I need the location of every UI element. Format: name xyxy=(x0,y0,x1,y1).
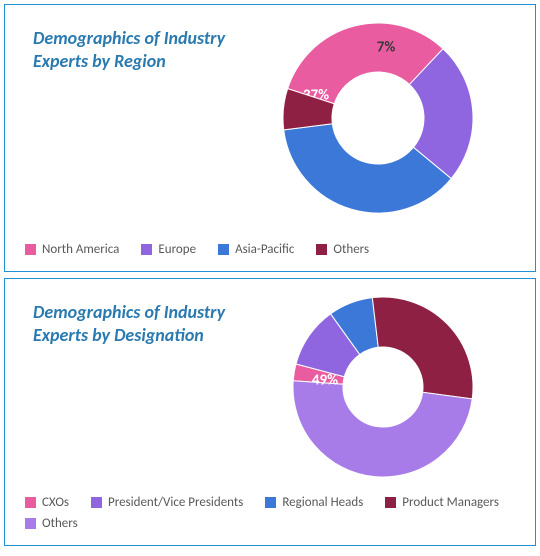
legend-label: CXOs xyxy=(42,495,69,510)
legend-item: CXOs xyxy=(25,495,69,510)
donut-chart-designation: 3%11%8%29%49% xyxy=(283,287,483,487)
slice-label: 49% xyxy=(312,372,338,390)
legend-swatch xyxy=(316,244,327,255)
legend-label: Europe xyxy=(158,242,196,257)
legend-designation: CXOs President/Vice Presidents Regional He… xyxy=(25,495,515,531)
chart-title-designation: Demographics of Industry Experts by Desi… xyxy=(33,301,273,346)
legend-swatch xyxy=(218,244,229,255)
donut-svg-region: 32%24%37%7% xyxy=(273,13,483,223)
legend-label: North America xyxy=(42,242,119,257)
donut-slice xyxy=(293,381,472,477)
legend-label: President/Vice Presidents xyxy=(108,495,243,510)
panel-region: Demographics of Industry Experts by Regi… xyxy=(4,4,536,272)
legend-label: Regional Heads xyxy=(282,495,363,510)
legend-label: Product Managers xyxy=(402,495,499,510)
chart-title-region: Demographics of Industry Experts by Regi… xyxy=(33,27,243,72)
legend-item: President/Vice Presidents xyxy=(91,495,243,510)
slice-label: 7% xyxy=(377,39,396,57)
legend-label: Others xyxy=(333,242,369,257)
donut-svg-designation: 3%11%8%29%49% xyxy=(283,287,483,487)
legend-swatch xyxy=(385,497,396,508)
legend-swatch xyxy=(25,497,36,508)
legend-item: Product Managers xyxy=(385,495,499,510)
legend-item: Europe xyxy=(141,242,196,257)
legend-item: Asia-Pacific xyxy=(218,242,294,257)
legend-swatch xyxy=(91,497,102,508)
legend-swatch xyxy=(265,497,276,508)
legend-label: Others xyxy=(42,516,78,531)
legend-swatch xyxy=(25,244,36,255)
legend-label: Asia-Pacific xyxy=(235,242,294,257)
donut-chart-region: 32%24%37%7% xyxy=(273,13,483,223)
legend-item: Others xyxy=(316,242,369,257)
legend-swatch xyxy=(141,244,152,255)
legend-item: Regional Heads xyxy=(265,495,363,510)
donut-slice xyxy=(372,297,473,399)
legend-item: Others xyxy=(25,516,78,531)
legend-item: North America xyxy=(25,242,119,257)
legend-swatch xyxy=(25,518,36,529)
legend-region: North America Europe Asia-Pacific Others xyxy=(25,242,515,257)
panel-designation: Demographics of Industry Experts by Desi… xyxy=(4,278,536,546)
